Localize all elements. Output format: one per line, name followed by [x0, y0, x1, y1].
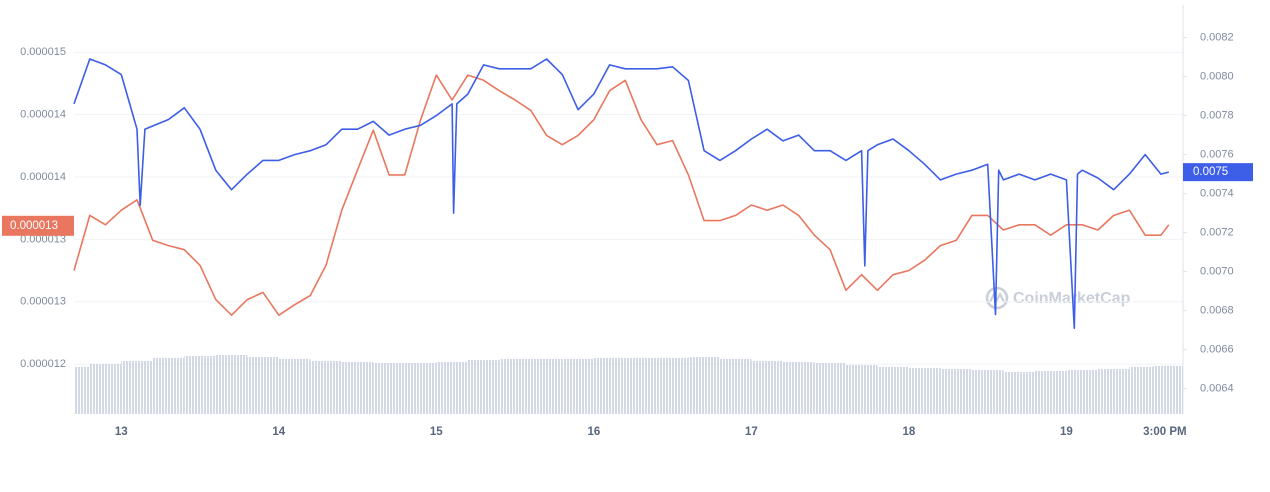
volume-bar	[278, 359, 311, 414]
y2-tick-label: 0.0068	[1200, 305, 1234, 317]
watermark-logo	[985, 286, 1009, 310]
volume-bar	[751, 361, 783, 414]
volume-bar	[436, 362, 468, 414]
volume-bar	[467, 360, 500, 414]
volume-bar	[1153, 366, 1183, 414]
volume-bar	[814, 363, 846, 414]
volume-bar	[74, 367, 90, 414]
y2-tick-label: 0.0064	[1200, 383, 1234, 395]
x-tick-label: 13	[115, 426, 128, 438]
watermark: CoinMarketCap	[1013, 290, 1131, 307]
x-tick-label: 16	[587, 426, 600, 438]
volume-bar	[940, 369, 972, 414]
y-tick-label: 0.000015	[20, 46, 66, 58]
price-line	[73, 58, 1169, 329]
volume-bar	[1097, 369, 1130, 414]
y2-tick-label: 0.0070	[1200, 266, 1234, 278]
volume-bar	[845, 365, 878, 414]
x-tick-label: 14	[272, 426, 285, 438]
y2-tick-label: 0.0082	[1200, 31, 1234, 43]
x-tick-label: 19	[1060, 426, 1073, 438]
volume-bar	[562, 359, 594, 414]
volume-bar	[310, 361, 342, 414]
y2-tick-label: 0.0074	[1200, 188, 1234, 200]
volume-bar	[782, 362, 815, 414]
volume-bar	[215, 355, 248, 414]
x-tick-label: 18	[903, 426, 916, 438]
y-tick-label: 0.000013	[20, 233, 66, 245]
last-value-tag	[2, 215, 74, 236]
y-tick-label: 0.000013	[20, 296, 66, 308]
x-tick-label: 17	[745, 426, 758, 438]
volume-bar	[625, 358, 657, 414]
volume-bar	[89, 364, 122, 414]
volume-bar	[971, 370, 1004, 414]
x-tick-label: 3:00 PM	[1143, 426, 1186, 438]
volume-bar	[373, 363, 405, 414]
y2-tick-label: 0.0072	[1200, 227, 1234, 239]
last-value-label: 0.000013	[10, 220, 58, 232]
y2-tick-label: 0.0078	[1200, 109, 1234, 121]
last-value-tag	[1183, 163, 1253, 182]
volume-bar	[404, 363, 437, 414]
price-line	[73, 74, 1170, 316]
volume-bar	[1003, 372, 1035, 414]
volume-bar	[688, 357, 720, 414]
volume-bar	[247, 357, 279, 414]
y2-tick-label: 0.0076	[1200, 148, 1234, 160]
y2-tick-label: 0.0066	[1200, 344, 1234, 356]
volume-bar	[908, 368, 941, 414]
volume-bar	[1034, 371, 1067, 414]
volume-bar	[152, 358, 185, 414]
y-tick-label: 0.000014	[20, 109, 66, 121]
volume-bar	[499, 359, 531, 414]
volume-bar	[593, 358, 626, 414]
volume-bar	[719, 359, 752, 414]
volume-bar	[184, 356, 216, 414]
y-tick-label: 0.000014	[20, 171, 66, 183]
volume-bar	[341, 362, 374, 414]
y2-tick-label: 0.0080	[1200, 70, 1234, 82]
x-tick-label: 15	[430, 426, 443, 438]
volume-bar	[656, 358, 689, 414]
last-value-label: 0.0075	[1193, 166, 1228, 178]
y-tick-label: 0.000012	[20, 358, 66, 370]
volume-bar	[877, 367, 909, 414]
volume-bar	[530, 359, 563, 414]
volume-bar	[1066, 370, 1098, 414]
volume-bar	[121, 361, 153, 414]
